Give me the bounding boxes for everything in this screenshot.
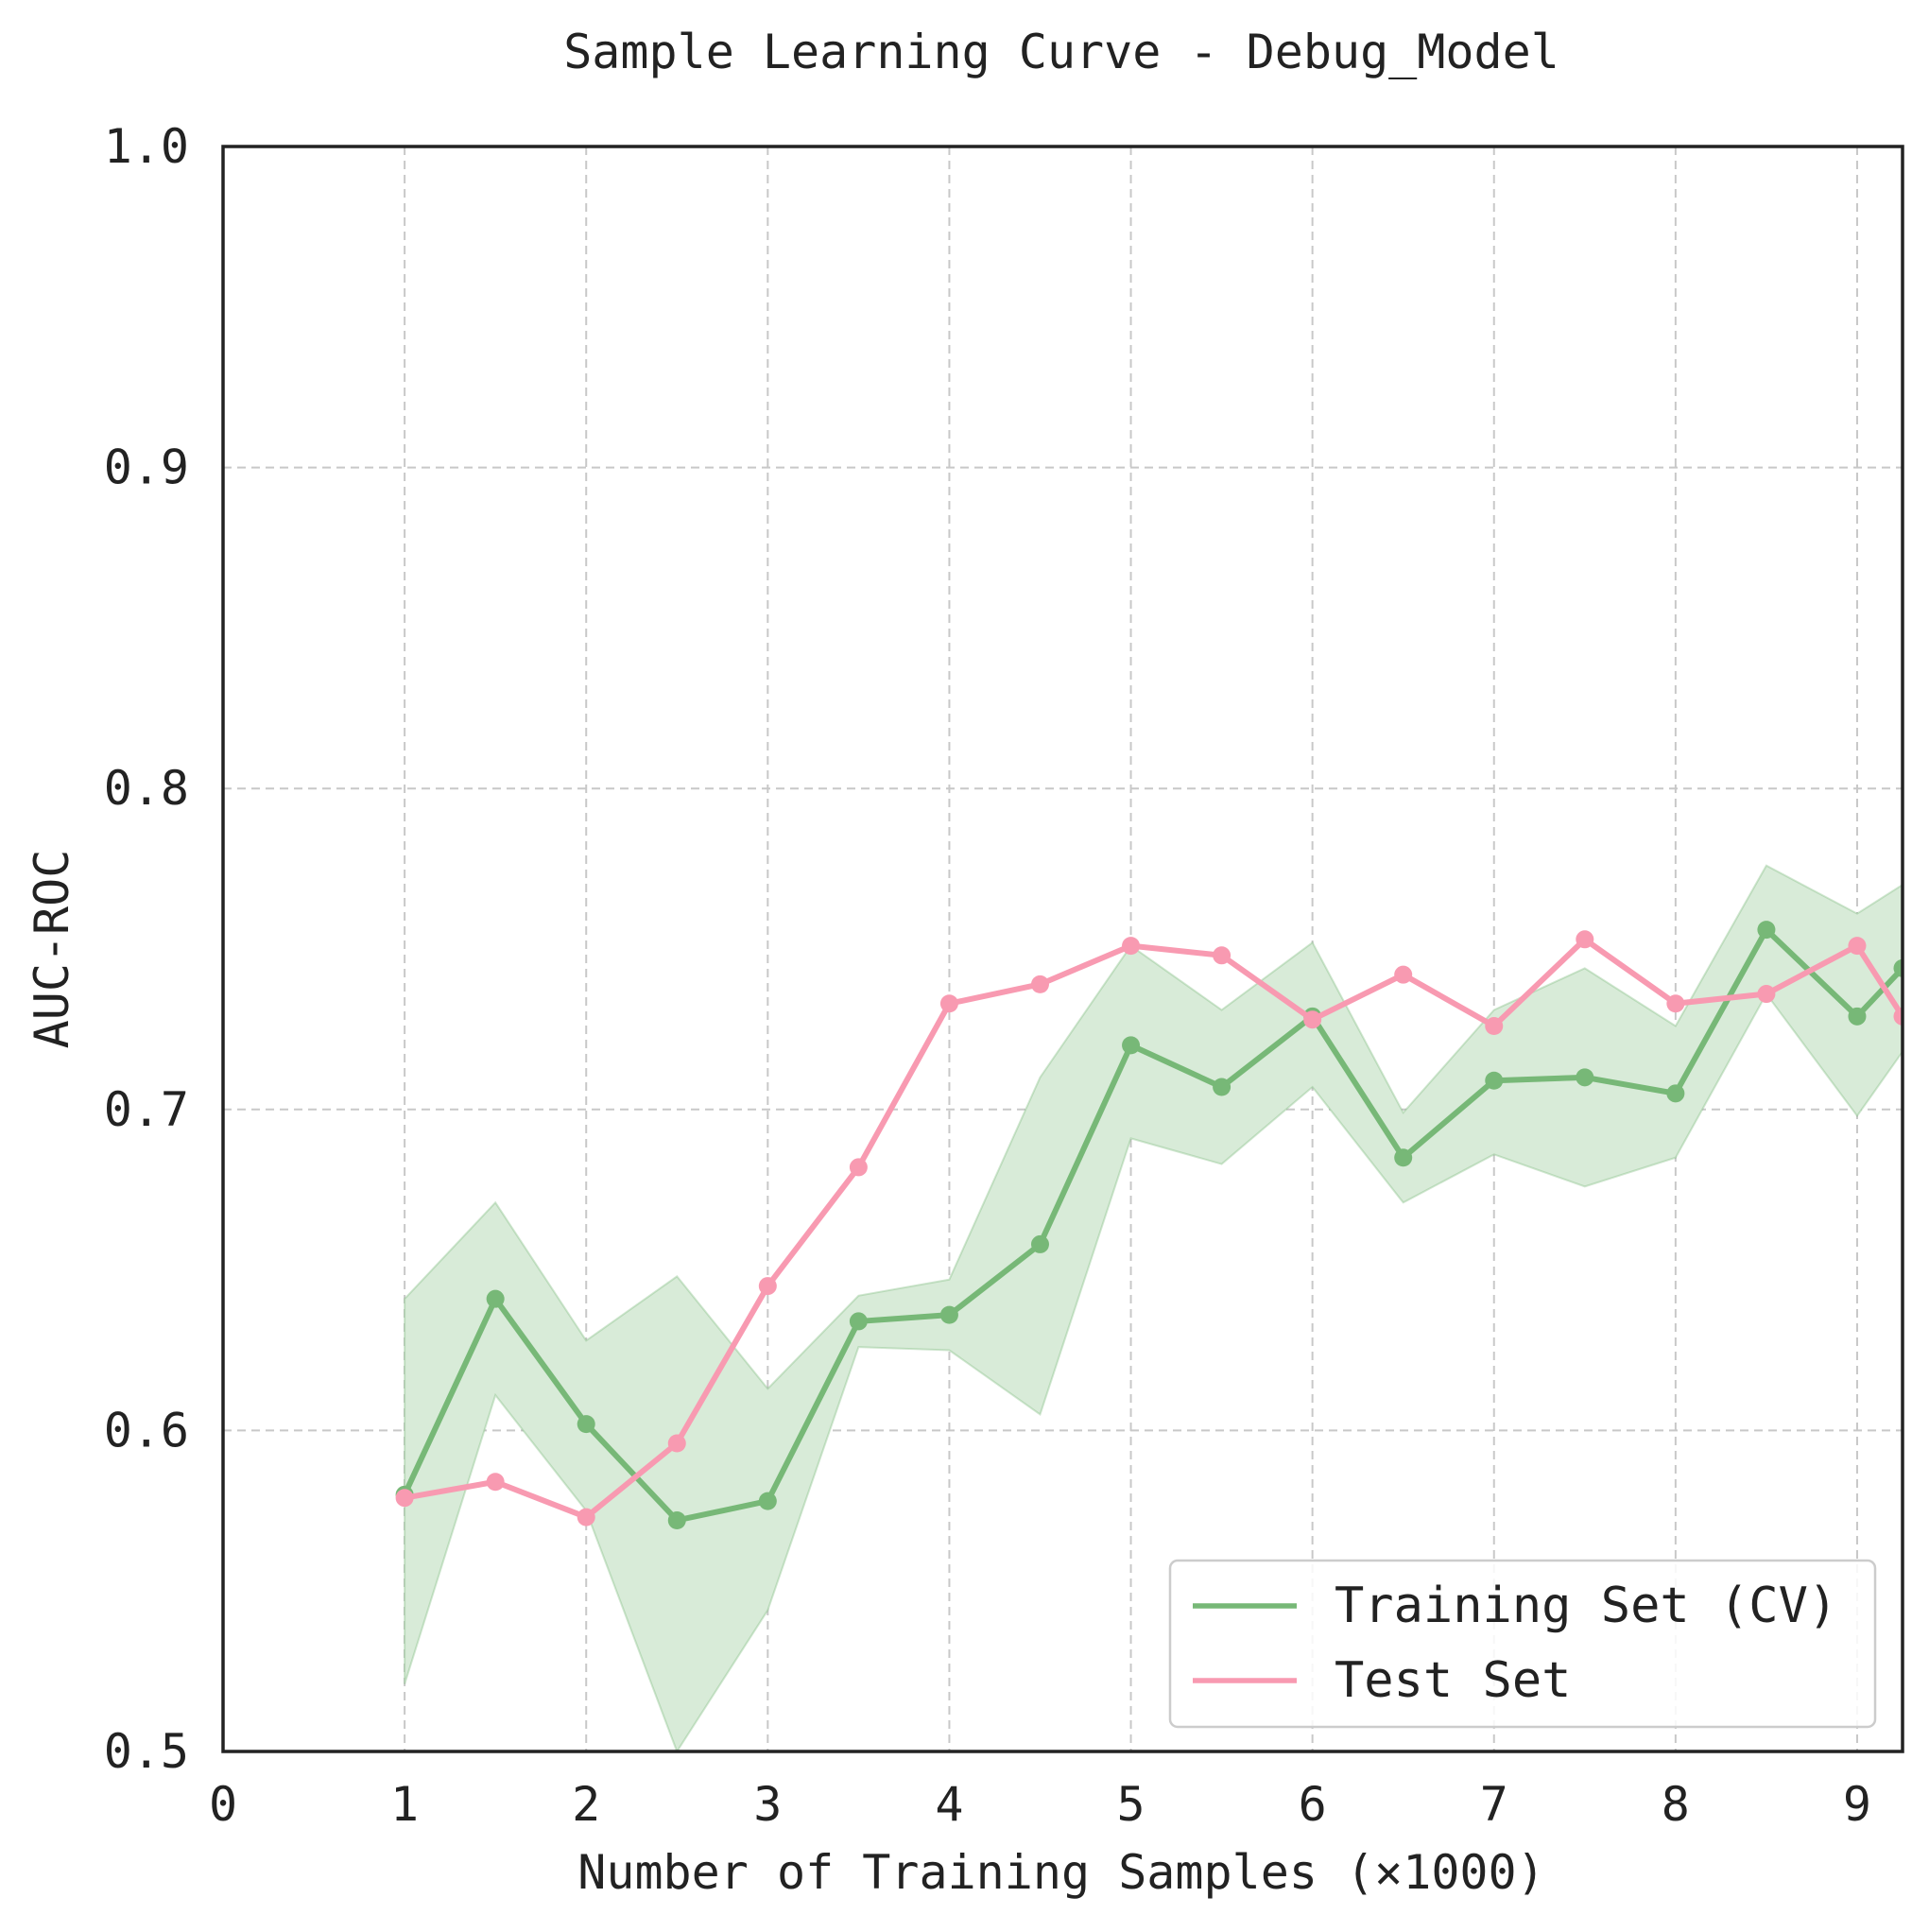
series-0-point-3: [667, 1510, 686, 1529]
legend-label-test: Test Set: [1335, 1652, 1571, 1709]
series-line-1: [402, 936, 1903, 1521]
series-0-point-17: [1893, 958, 1903, 977]
series-0-point-11: [1394, 1148, 1413, 1167]
series-0-point-1: [486, 1289, 505, 1308]
series-1-point-7: [1030, 975, 1049, 993]
series-1-point-12: [1485, 1017, 1504, 1036]
series-0-point-5: [849, 1312, 868, 1331]
series-1-point-6: [939, 994, 958, 1013]
series-0-point-7: [1030, 1234, 1049, 1253]
series-lines: [395, 921, 1903, 1529]
x-tick-label-6: 6: [1299, 1777, 1327, 1832]
series-1-point-14: [1666, 994, 1685, 1013]
series-1-point-10: [1303, 1010, 1322, 1029]
x-axis-label: Number of Training Samples (×1000): [577, 1845, 1545, 1900]
x-tick-label-0: 0: [209, 1777, 237, 1832]
legend: Training Set (CV) Test Set: [1168, 1559, 1877, 1729]
series-0-point-12: [1485, 1071, 1504, 1090]
y-tick-label-0: 0.5: [104, 1724, 189, 1779]
y-axis-ticks: 0.5 0.6 0.7 0.8 0.9 1.0: [104, 119, 189, 1779]
y-tick-label-1: 0.6: [104, 1403, 189, 1458]
series-1-point-1: [486, 1473, 505, 1492]
x-axis-ticks: 0 1 2 3 4 5 6 7 8 9: [209, 1777, 1871, 1832]
series-0-point-4: [758, 1492, 777, 1510]
series-1-point-13: [1576, 930, 1594, 949]
x-tick-label-5: 5: [1116, 1777, 1145, 1832]
series-1-point-9: [1213, 946, 1231, 965]
y-axis-label: AUC-ROC: [25, 850, 79, 1049]
series-1-point-17: [1893, 1007, 1903, 1026]
series-line-0: [402, 926, 1903, 1524]
legend-label-training: Training Set (CV): [1335, 1578, 1837, 1634]
x-tick-label-3: 3: [753, 1777, 782, 1832]
series-1-point-0: [395, 1489, 414, 1508]
series-1-point-16: [1848, 937, 1867, 956]
x-tick-label-1: 1: [390, 1777, 419, 1832]
series-0-point-2: [577, 1415, 595, 1434]
series-1-point-5: [849, 1158, 868, 1177]
y-tick-label-5: 1.0: [104, 119, 189, 174]
x-tick-label-8: 8: [1662, 1777, 1690, 1832]
confidence-band-0: [404, 864, 1903, 1751]
series-1-point-2: [577, 1508, 595, 1527]
y-tick-label-4: 0.9: [104, 440, 189, 495]
plot-frame: [221, 145, 1904, 1753]
x-tick-label-2: 2: [572, 1777, 600, 1832]
series-0-point-8: [1122, 1036, 1141, 1055]
series-0-point-6: [939, 1305, 958, 1324]
series-1-point-8: [1122, 937, 1141, 956]
series-0-point-14: [1666, 1084, 1685, 1103]
legend-box: [1168, 1559, 1877, 1729]
x-tick-label-4: 4: [935, 1777, 963, 1832]
x-tick-label-7: 7: [1480, 1777, 1508, 1832]
series-1-point-15: [1757, 985, 1776, 1004]
series-0-point-9: [1213, 1078, 1231, 1096]
series-1-point-11: [1394, 965, 1413, 984]
y-tick-label-2: 0.7: [104, 1082, 189, 1137]
series-0-point-13: [1576, 1068, 1594, 1087]
series-1-point-3: [667, 1434, 686, 1453]
confidence-bands: [404, 864, 1903, 1751]
series-0-point-15: [1757, 921, 1776, 940]
series-1-point-4: [758, 1277, 777, 1296]
series-0-point-16: [1848, 1007, 1867, 1026]
x-tick-label-9: 9: [1843, 1777, 1871, 1832]
chart-title: Sample Learning Curve - Debug_Model: [563, 25, 1559, 79]
y-tick-label-3: 0.8: [104, 761, 189, 816]
